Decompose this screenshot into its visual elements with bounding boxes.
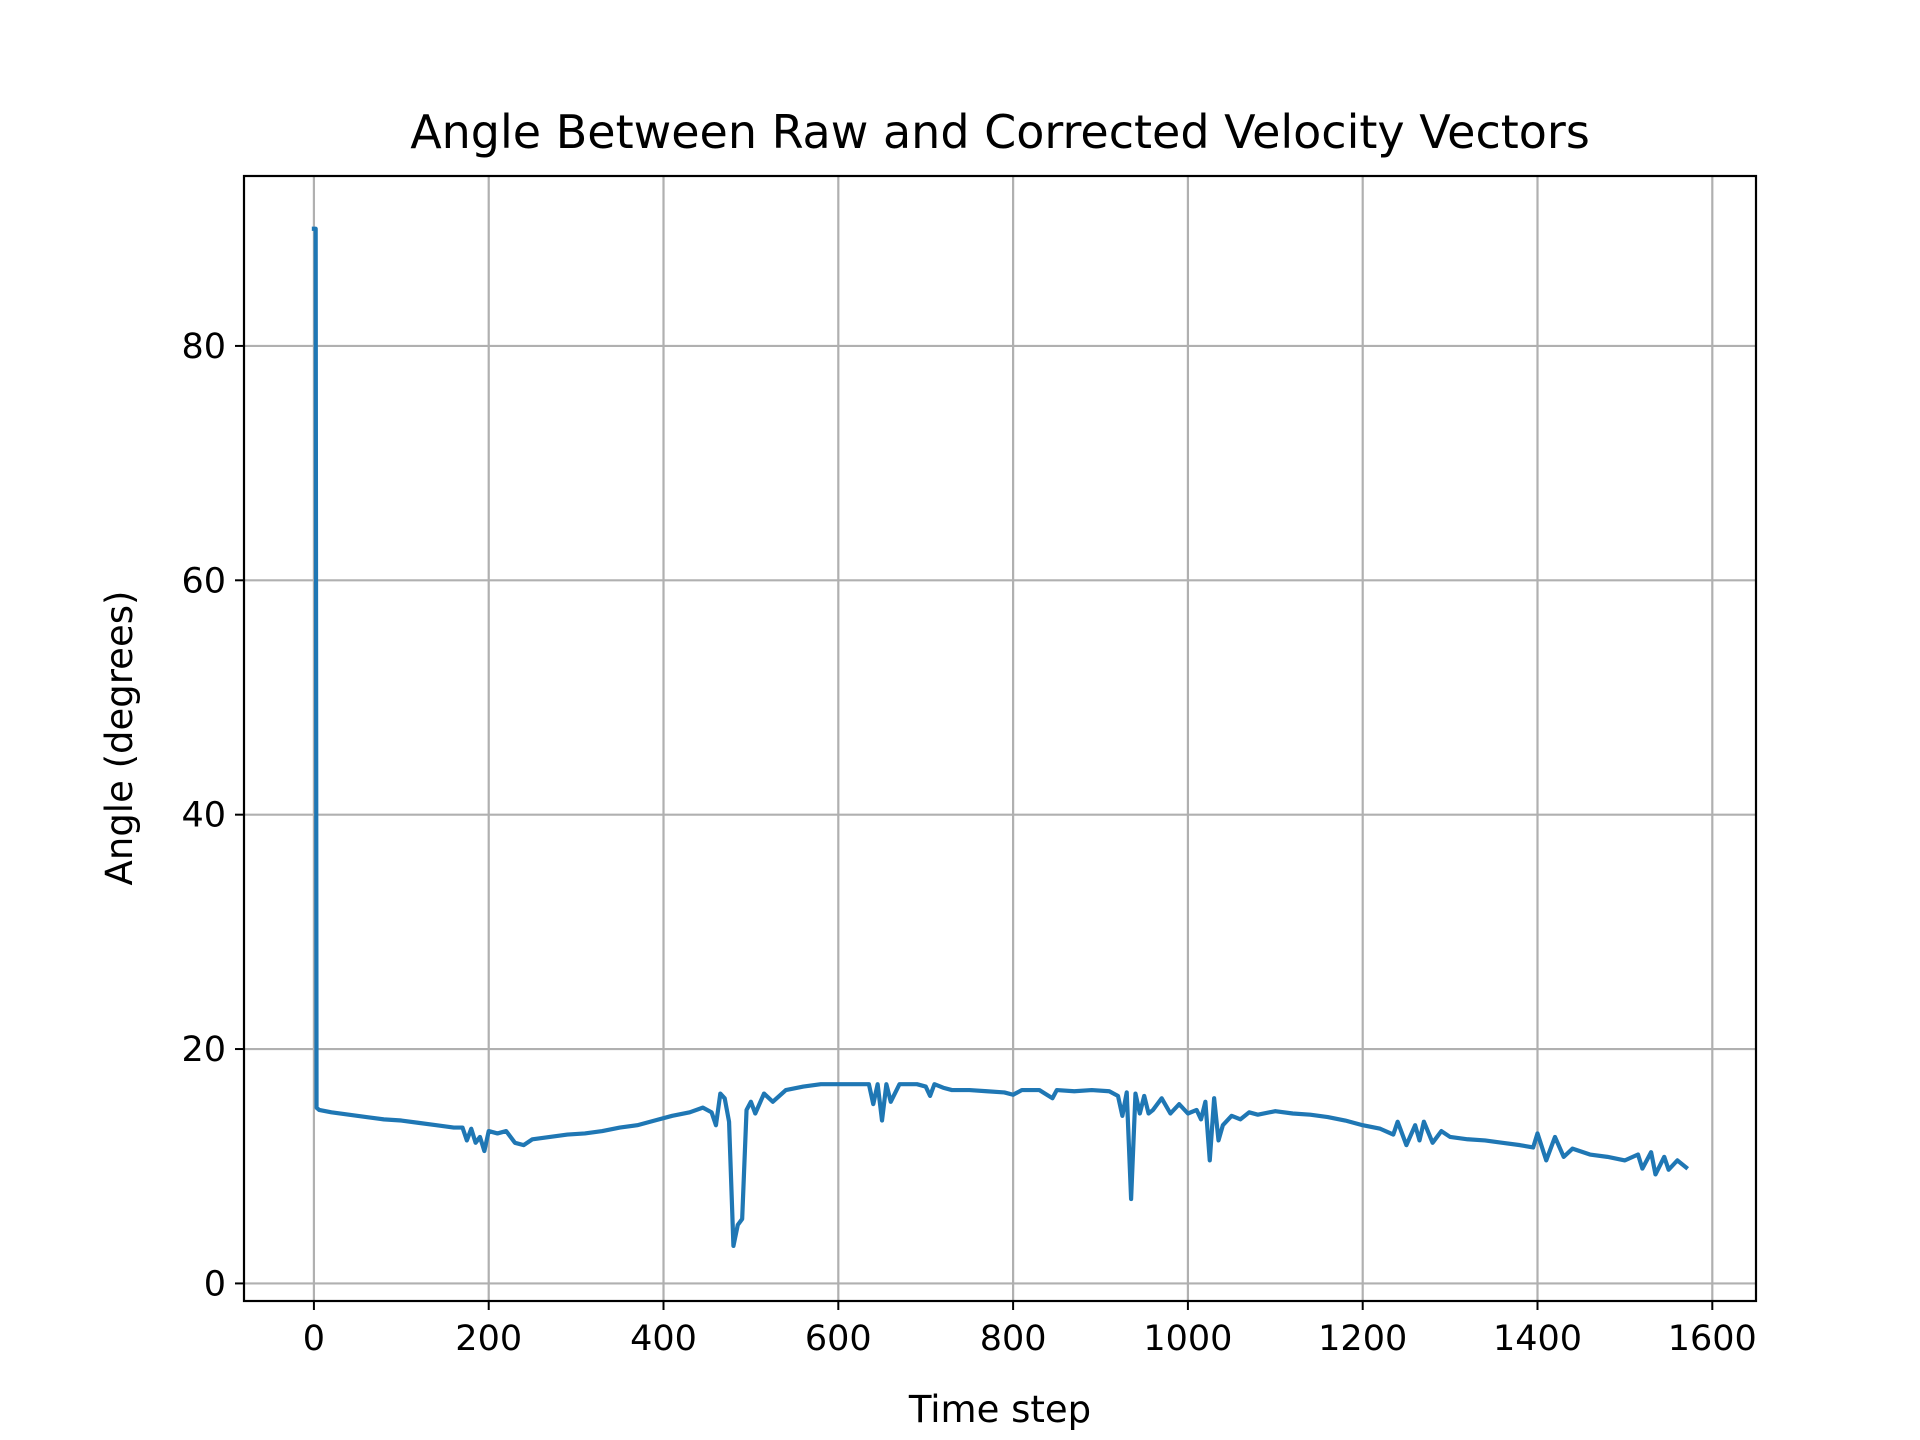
y-gridlines — [244, 344, 1756, 1285]
x-tick-label: 0 — [303, 1319, 325, 1359]
y-tick-label: 0 — [204, 1264, 226, 1304]
x-tick-label: 600 — [805, 1319, 872, 1359]
x-tick-label: 1600 — [1668, 1319, 1757, 1359]
x-axis-label: Time step — [908, 1388, 1091, 1431]
x-tick-label: 200 — [455, 1319, 522, 1359]
x-tick-label: 400 — [630, 1319, 697, 1359]
series-group — [311, 226, 1690, 1249]
y-tick-label: 60 — [181, 561, 226, 601]
y-axis-ticks: 0 20 40 60 80 — [181, 327, 244, 1304]
x-axis-ticks: 0 200 400 600 800 1000 1200 1400 1600 — [303, 1301, 1757, 1359]
x-tick-label: 1000 — [1143, 1319, 1232, 1359]
x-gridlines — [312, 176, 1714, 1301]
plot-frame — [242, 174, 1758, 1303]
y-tick-label: 80 — [181, 327, 226, 367]
series-line — [311, 226, 1690, 1249]
x-tick-label: 1200 — [1318, 1319, 1407, 1359]
x-tick-label: 800 — [980, 1319, 1047, 1359]
y-tick-label: 40 — [181, 796, 226, 836]
chart-title: Angle Between Raw and Corrected Velocity… — [410, 105, 1590, 159]
x-tick-label: 1400 — [1493, 1319, 1582, 1359]
y-tick-label: 20 — [181, 1030, 226, 1070]
y-axis-label: Angle (degrees) — [98, 591, 141, 886]
